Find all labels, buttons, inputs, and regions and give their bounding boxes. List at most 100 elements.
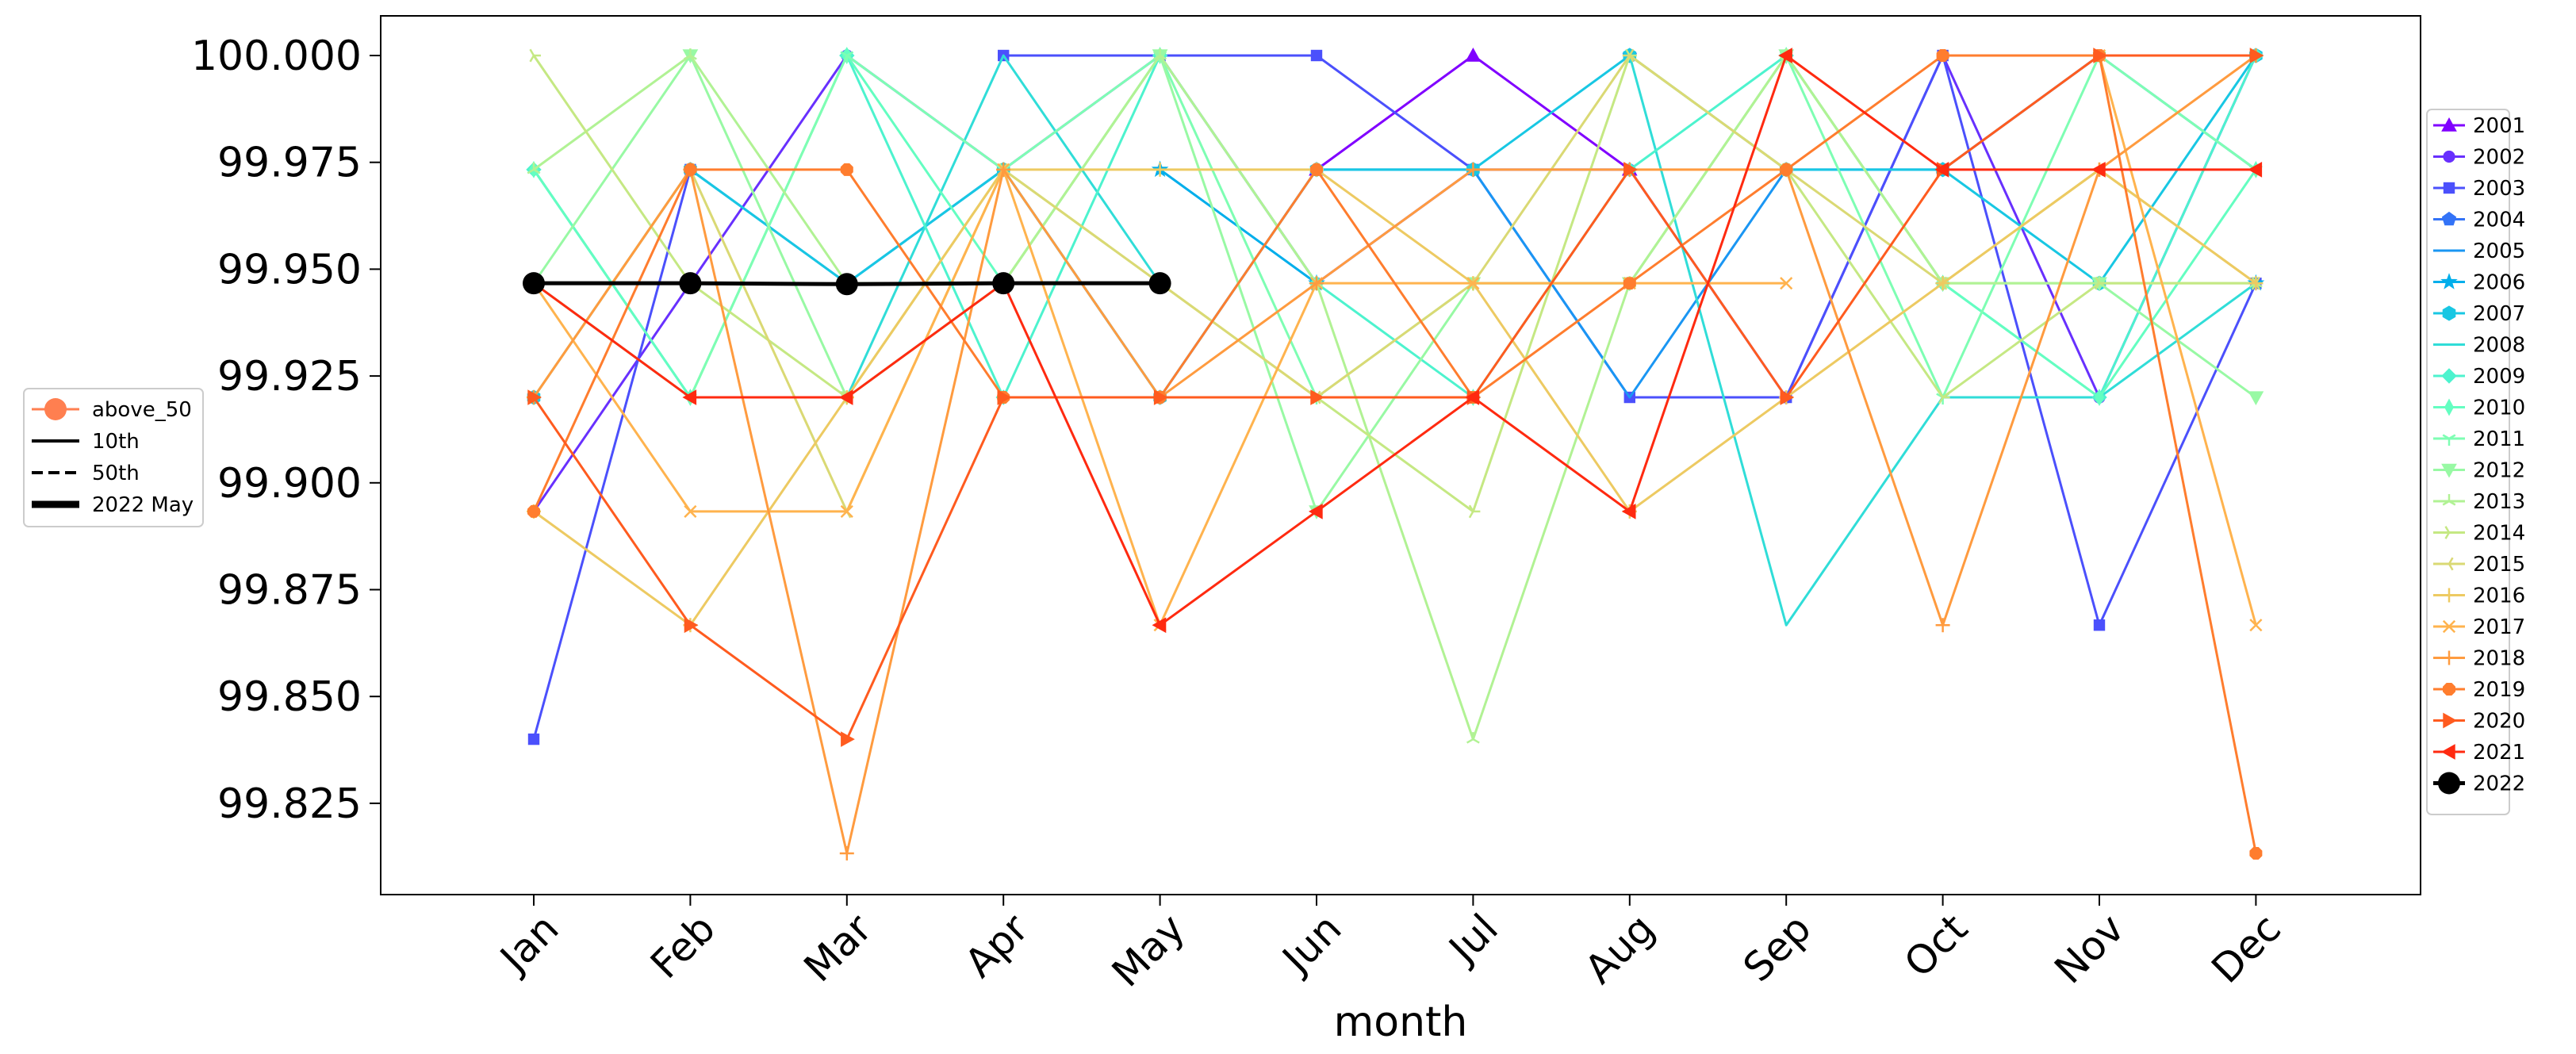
data-point xyxy=(1780,163,1793,176)
legend-main: 2001 2002 2003 2004 2005 2006 2007 2008 2009 2010… xyxy=(2426,109,2525,815)
data-point xyxy=(1465,389,1480,405)
legend-marker xyxy=(2443,182,2455,194)
plot-frame xyxy=(380,15,2421,895)
legend-entry: 2013 xyxy=(2433,490,2525,514)
legend-label: 2004 xyxy=(2473,209,2525,232)
data-point xyxy=(523,272,545,295)
legend-label: 2001 xyxy=(2473,114,2525,138)
legend-label: 2018 xyxy=(2473,647,2525,671)
y-tick-label: 99.975 xyxy=(217,140,362,187)
y-tick-label: 99.875 xyxy=(217,567,362,615)
legend-marker xyxy=(2443,683,2455,696)
data-point xyxy=(1622,48,1635,63)
legend-entry: 2020 xyxy=(2433,710,2525,734)
legend-entry: 2019 xyxy=(2433,678,2525,702)
legend-label: 50th xyxy=(92,462,140,485)
legend-label: 2015 xyxy=(2473,553,2525,577)
data-point xyxy=(2093,619,2106,631)
legend-label: 2016 xyxy=(2473,584,2525,608)
legend-entry: 2018 xyxy=(2433,647,2525,671)
legend-entry: 2011 xyxy=(2433,427,2525,451)
legend-label: 10th xyxy=(92,430,140,454)
legend-marker xyxy=(2441,463,2457,478)
legend-marker xyxy=(2442,650,2456,665)
legend-label: 2022 May xyxy=(92,493,194,517)
data-point xyxy=(2095,389,2104,406)
legend-label: 2013 xyxy=(2473,490,2525,514)
legend-entry: 2003 xyxy=(2433,177,2525,201)
data-point xyxy=(679,272,702,295)
data-point xyxy=(992,272,1015,295)
legend-entry: 2008 xyxy=(2433,334,2525,358)
data-point xyxy=(840,163,853,176)
legend-label: above_50 xyxy=(92,398,192,422)
legend-entry: 2004 xyxy=(2433,209,2525,232)
legend-secondary: above_50 10th 50th 2022 May xyxy=(23,388,204,527)
legend-label: 2010 xyxy=(2473,397,2525,420)
y-tick-label: 99.925 xyxy=(217,353,362,401)
data-point xyxy=(1310,49,1323,62)
legend-entry: 2006 xyxy=(2433,271,2525,295)
data-point xyxy=(527,162,541,174)
data-point xyxy=(1310,389,1325,405)
data-point xyxy=(1936,49,1949,62)
series-line xyxy=(532,54,2256,741)
legend-marker xyxy=(2442,494,2456,506)
data-point xyxy=(996,162,1011,177)
data-point xyxy=(840,504,853,518)
legend-label: 2006 xyxy=(2473,271,2525,295)
legend-label: 2020 xyxy=(2473,710,2525,734)
data-point xyxy=(2091,162,2106,178)
data-point xyxy=(2093,48,2108,63)
data-point xyxy=(2248,162,2263,178)
legend-marker xyxy=(2438,772,2460,795)
data-point xyxy=(1466,162,1481,177)
series-line xyxy=(532,54,2257,855)
legend-label: 2021 xyxy=(2473,741,2525,765)
legend-entry: 2017 xyxy=(2433,615,2525,639)
data-point xyxy=(2248,391,2264,406)
legend-entry: 2014 xyxy=(2433,522,2525,546)
data-point xyxy=(682,389,697,405)
legend-marker xyxy=(2441,368,2457,384)
legend-secondary-entry: 2022 May xyxy=(32,493,194,517)
data-point xyxy=(2249,846,2263,860)
series-line xyxy=(532,54,2257,854)
legend-label: 2007 xyxy=(2473,302,2525,326)
legend-entry: 2016 xyxy=(2433,584,2525,608)
legend-marker xyxy=(2444,526,2456,539)
legend-label: 2009 xyxy=(2473,365,2525,389)
series-line xyxy=(532,54,2257,399)
legend-marker xyxy=(2444,398,2454,416)
data-point xyxy=(1780,389,1795,405)
data-point xyxy=(1780,277,1793,290)
legend-entry: 2001 xyxy=(2433,114,2525,138)
data-point xyxy=(1465,47,1482,62)
legend-label: 2014 xyxy=(2473,522,2525,546)
data-point xyxy=(841,731,855,747)
data-point xyxy=(683,48,697,60)
data-point xyxy=(1309,276,1324,291)
data-point xyxy=(1308,504,1323,519)
legend-marker xyxy=(2441,211,2457,226)
data-point xyxy=(684,163,697,176)
legend-marker xyxy=(2440,744,2455,760)
data-point xyxy=(1778,48,1792,63)
legend-entry: 2010 xyxy=(2433,397,2525,420)
legend-label: 2019 xyxy=(2473,678,2525,702)
series-2020 xyxy=(527,48,2264,747)
data-point xyxy=(1466,277,1480,290)
data-point xyxy=(529,48,541,63)
data-point xyxy=(684,617,699,634)
data-point xyxy=(835,273,858,296)
data-point xyxy=(1935,618,1950,633)
legend-label: 2017 xyxy=(2473,615,2525,639)
data-point xyxy=(2249,48,2264,63)
data-point xyxy=(1148,272,1171,295)
y-tick-label: 99.850 xyxy=(217,673,362,721)
data-point xyxy=(527,733,540,745)
data-point xyxy=(840,51,854,63)
y-tick-label: 100.000 xyxy=(191,33,362,80)
legend-label: 2003 xyxy=(2473,177,2525,201)
